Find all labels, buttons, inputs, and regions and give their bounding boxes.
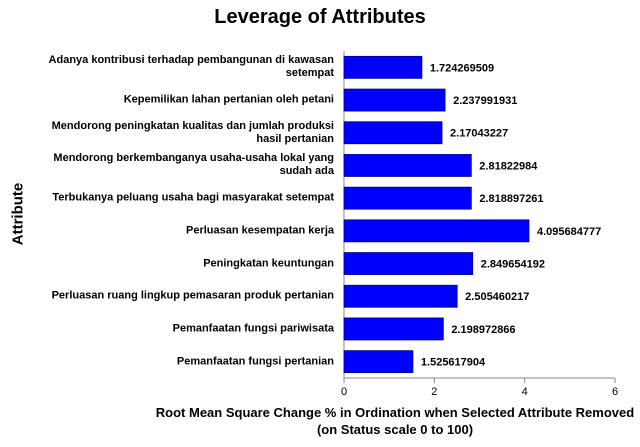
data-label: 4.095684777 [537, 226, 601, 238]
y-tick-label: Pemanfaatan fungsi pariwisata [172, 322, 334, 335]
data-label: 2.17043227 [450, 128, 508, 140]
x-axis-label: Root Mean Square Change % in Ordination … [155, 405, 635, 437]
bar [343, 55, 423, 79]
y-tick-label: Adanya kontribusi terhadap pembangunan d… [48, 54, 334, 80]
data-label: 2.198972866 [451, 324, 515, 336]
y-tick-label: Terbukanya peluang usaha bagi masyarakat… [52, 191, 334, 204]
y-tick-label: Pemanfaatan fungsi pertanian [176, 355, 334, 368]
y-tick-label: Peningkatan keuntungan [203, 257, 334, 270]
data-label: 2.505460217 [465, 291, 529, 303]
x-tick-label: 2 [431, 386, 437, 398]
bar [343, 219, 530, 243]
y-tick-label: Perluasan kesempatan kerja [186, 224, 334, 237]
bar [343, 121, 443, 145]
bar [343, 284, 458, 308]
bar [343, 186, 472, 210]
data-label: 2.237991931 [453, 95, 517, 107]
x-tick-label: 0 [341, 386, 347, 398]
y-tick-label: Mendorong berkembanganya usaha-usaha lok… [53, 152, 334, 178]
bar [343, 88, 446, 112]
x-tick-label: 6 [612, 386, 618, 398]
chart-title: Leverage of Attributes [214, 6, 426, 28]
bar [343, 252, 474, 275]
data-label: 1.525617904 [421, 357, 486, 369]
data-label: 2.818897261 [479, 193, 543, 205]
bar [343, 350, 414, 374]
y-tick-label: Mendorong peningkatan kualitas dan jumla… [51, 119, 334, 145]
bar [343, 317, 444, 341]
data-label: 1.724269509 [430, 62, 494, 74]
y-tick-label: Perluasan ruang lingkup pemasaran produk… [51, 289, 334, 302]
bar [343, 154, 472, 177]
x-tick-label: 4 [522, 386, 528, 398]
data-label: 2.849654192 [481, 258, 545, 270]
y-tick-label: Kepemilikan lahan pertanian oleh petani [123, 93, 334, 106]
data-label: 2.81822984 [479, 160, 538, 172]
